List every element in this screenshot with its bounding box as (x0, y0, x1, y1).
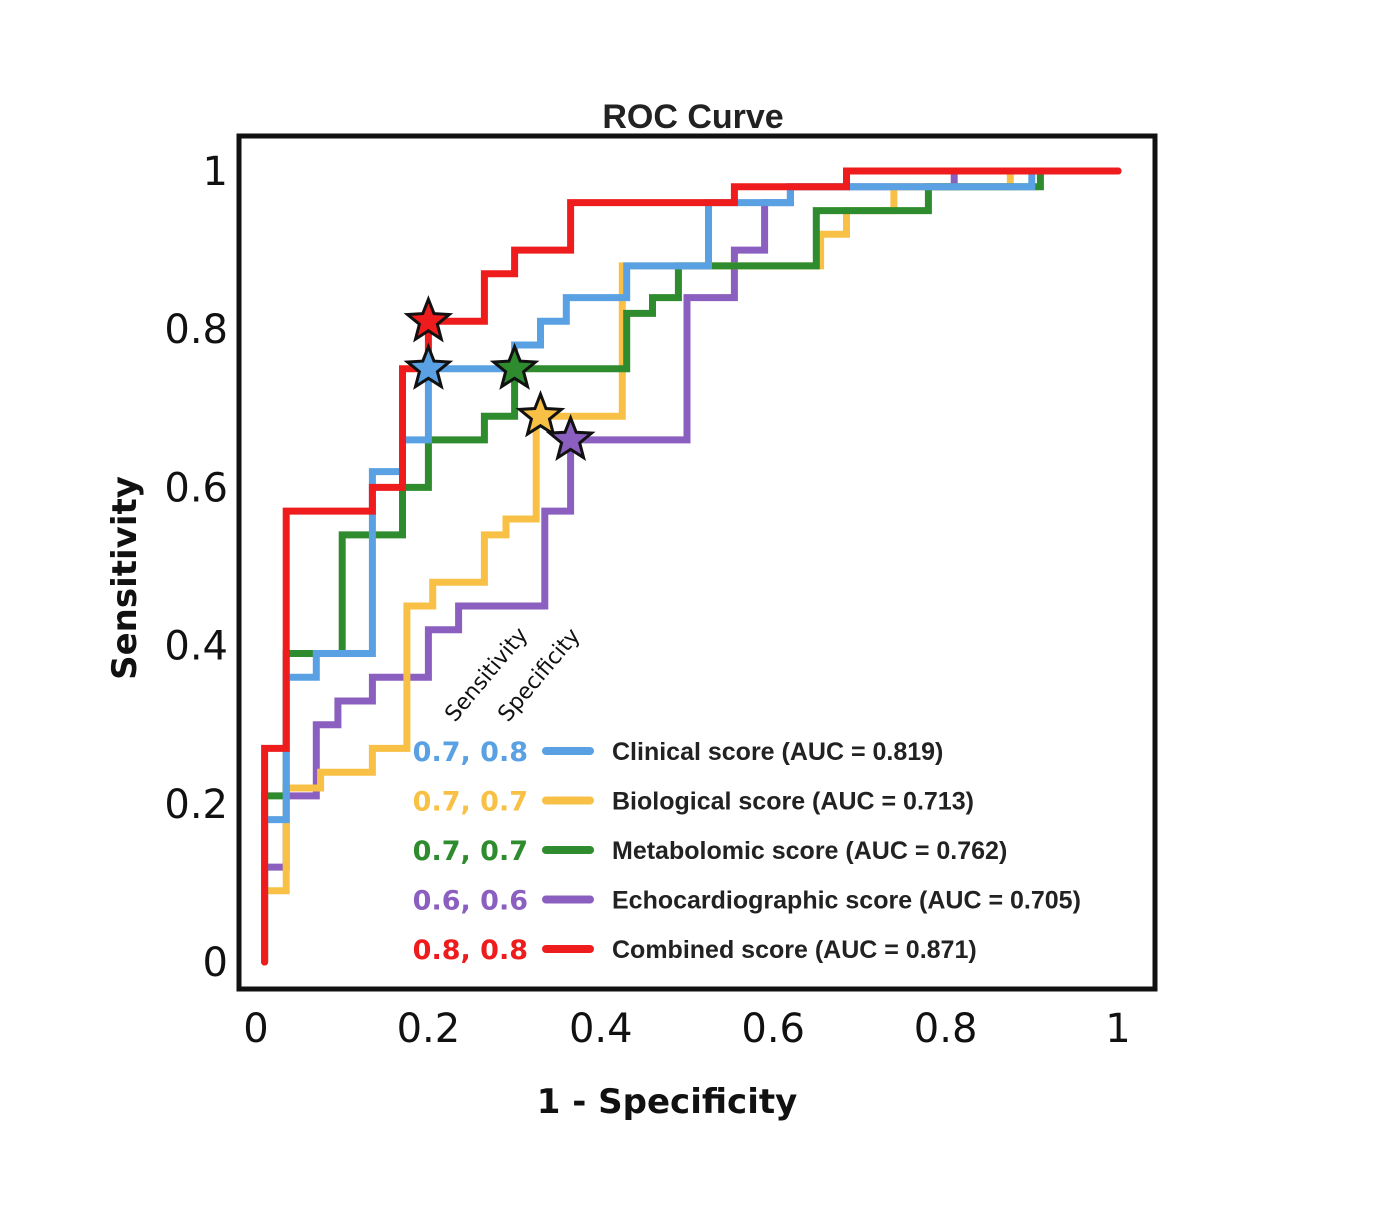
clinical-score-star-marker (403, 342, 454, 390)
legend-metrics-clinical-score: 0.7, 0.8 (413, 737, 528, 768)
legend-label-metabolomic-score: Metabolomic score (AUC = 0.762) (612, 837, 1007, 865)
legend-rows: 0.7, 0.8 Clinical score (AUC = 0.819) 0.7,… (413, 737, 1081, 966)
x-tick-label: 0.6 (741, 1006, 805, 1052)
legend-label-echocardiographic-score: Echocardiographic score (AUC = 0.705) (612, 887, 1081, 915)
y-axis-label: Sensitivity (105, 476, 145, 680)
y-tick-label: 0.6 (164, 465, 228, 511)
combined-score-star-marker (403, 295, 454, 343)
legend-label-biological-score: Biological score (AUC = 0.713) (612, 788, 974, 816)
legend-label-clinical-score: Clinical score (AUC = 0.819) (612, 738, 943, 766)
echocardiographic-score-star-marker (545, 413, 596, 462)
y-tick-label: 0 (203, 940, 228, 986)
combined-score-line (261, 167, 1122, 966)
plot-frame (236, 133, 1158, 992)
legend-metrics-echocardiographic-score: 0.6, 0.6 (413, 886, 528, 917)
x-tick-labels: 0 0.2 0.4 0.6 0.8 1 (243, 1006, 1130, 1052)
y-tick-label: 0.2 (164, 782, 228, 828)
x-axis-label: 1 - Specificity (537, 1082, 798, 1122)
legend-metrics-combined-score: 0.8, 0.8 (413, 935, 528, 966)
optimal-point-markers (403, 295, 596, 462)
biological-score-star-marker (515, 390, 566, 438)
x-tick-label: 0.8 (914, 1006, 978, 1052)
x-tick-label: 0.4 (569, 1006, 633, 1052)
legend-metrics-biological-score: 0.7, 0.7 (413, 787, 528, 818)
metabolomic-score-star-marker (489, 342, 540, 390)
legend-metrics-metabolomic-score: 0.7, 0.7 (413, 836, 528, 867)
legend-label-combined-score: Combined score (AUC = 0.871) (612, 936, 977, 964)
series-lines (261, 167, 1122, 966)
y-tick-labels: 0 0.2 0.4 0.6 0.8 1 (164, 149, 228, 986)
x-tick-label: 0.2 (397, 1006, 461, 1052)
x-tick-label: 1 (1105, 1006, 1130, 1052)
x-tick-label: 0 (243, 1006, 268, 1052)
chart-title: ROC Curve (602, 98, 783, 136)
y-tick-label: 0.8 (164, 307, 228, 353)
y-tick-label: 1 (203, 149, 228, 195)
y-tick-label: 0.4 (164, 624, 228, 670)
